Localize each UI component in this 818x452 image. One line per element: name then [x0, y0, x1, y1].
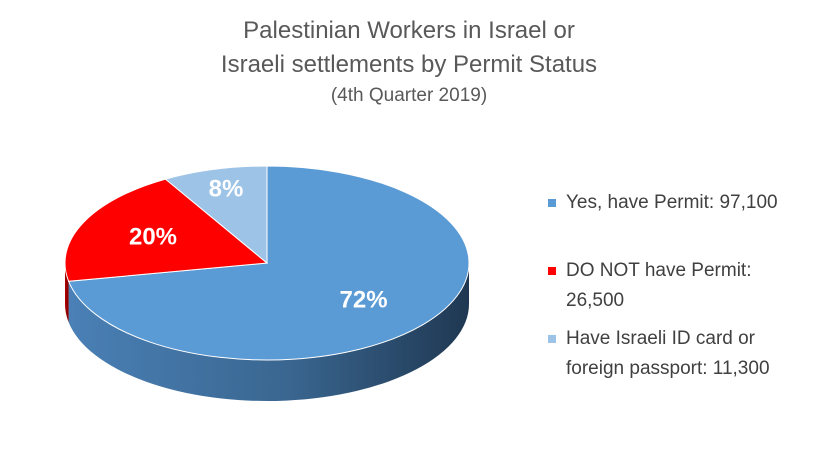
pie-slice-id-passport	[164, 165, 268, 265]
side-wall-yes-permit	[68, 263, 470, 401]
pie-data-label-id-passport: 8%	[209, 175, 244, 202]
legend-swatch-yes-permit	[548, 199, 556, 207]
chart-title: Palestinian Workers in Israel or	[243, 17, 575, 44]
chart-subtitle: (4th Quarter 2019)	[330, 85, 488, 106]
legend-item-yes-permit: Yes, have Permit: 97,100	[548, 188, 810, 218]
legend-item-no-permit: DO NOT have Permit: 26,500	[548, 256, 810, 316]
legend-label-no-permit: DO NOT have Permit: 26,500	[566, 260, 752, 311]
legend-label-yes-permit: Yes, have Permit: 97,100	[566, 192, 778, 213]
legend-label-id-passport: Have Israeli ID card or foreign passport…	[566, 328, 770, 379]
legend-swatch-id-passport	[548, 335, 556, 343]
chart-title-line2: Israeli settlements by Permit Status	[220, 51, 598, 78]
legend-swatch-no-permit	[548, 267, 556, 275]
pie-slice-no-permit	[64, 178, 269, 282]
pie-data-label-no-permit: 20%	[129, 223, 177, 250]
chart-title-block: Palestinian Workers in Israel or Israeli…	[0, 14, 818, 110]
legend-item-id-passport: Have Israeli ID card or foreign passport…	[548, 324, 810, 384]
side-wall-no-permit	[65, 263, 69, 323]
pie-data-label-yes-permit: 72%	[340, 287, 388, 314]
pie-slice-yes-permit	[67, 165, 470, 361]
